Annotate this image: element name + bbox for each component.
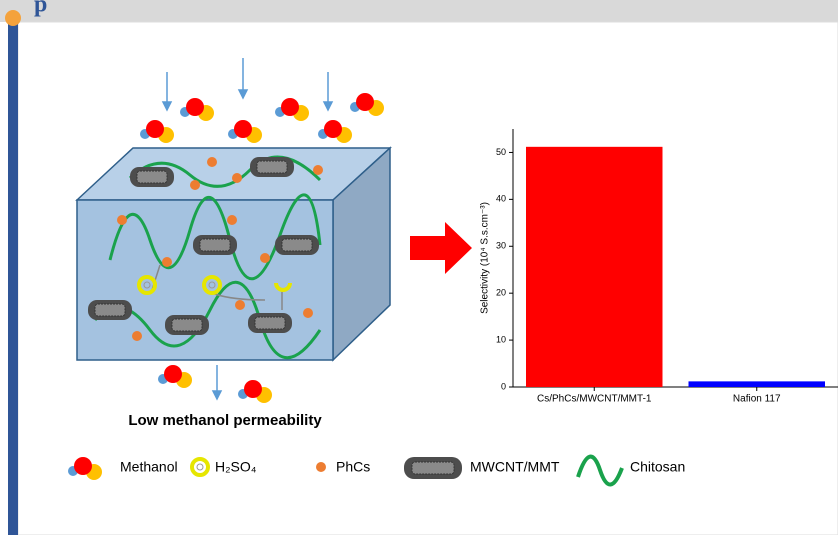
y-tick-label: 0 [501, 381, 506, 391]
bar [689, 381, 826, 387]
x-tick-label: Cs/PhCs/MWCNT/MMT-1 [537, 394, 652, 405]
legend-label: PhCs [336, 459, 370, 475]
legend-label: Methanol [120, 459, 178, 475]
bullet [5, 10, 21, 26]
y-tick-label: 40 [496, 194, 506, 204]
x-tick-label: Nafion 117 [733, 394, 781, 405]
top-band [0, 0, 838, 22]
y-tick-label: 10 [496, 334, 506, 344]
y-tick-label: 20 [496, 288, 506, 298]
legend-label: MWCNT/MMT [470, 459, 560, 475]
membrane-box [77, 148, 390, 360]
page: p Low methanol permeability [0, 0, 838, 535]
y-axis-label: Selectivity (10⁴ S.s.cm⁻³) [480, 202, 491, 314]
y-tick-label: 30 [496, 241, 506, 251]
legend-label: Chitosan [630, 459, 685, 475]
caption: Low methanol permeability [128, 412, 322, 429]
side-bar [8, 16, 18, 535]
header-title: p [34, 0, 47, 18]
y-tick-label: 50 [496, 147, 506, 157]
bar [526, 147, 663, 387]
legend-label: H₂SO₄ [215, 459, 257, 475]
